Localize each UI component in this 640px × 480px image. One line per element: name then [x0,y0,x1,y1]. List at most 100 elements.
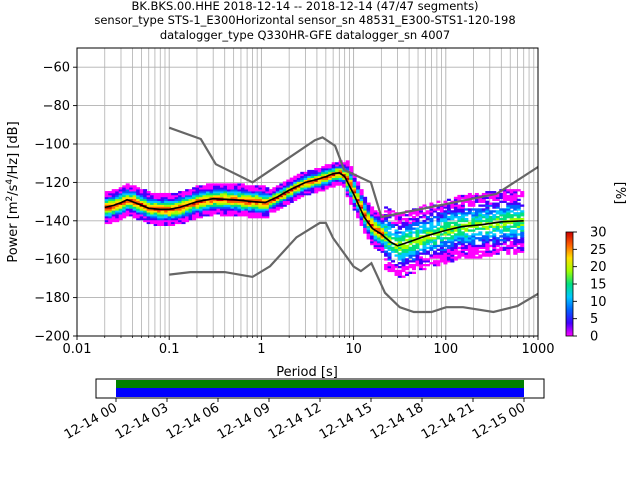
psd-density-cell [254,216,259,219]
psd-density-cell [398,231,403,234]
psd-density-cell [286,198,291,202]
psd-density-cell [439,219,444,223]
psd-density-cell [425,260,430,263]
psd-density-cell [471,239,476,242]
psd-density-cell [471,229,476,232]
psd-density-cell [317,169,322,173]
psd-density-cell [289,191,294,194]
psd-density-cell [478,212,483,215]
psd-density-cell [331,168,336,171]
psd-density-cell [516,225,521,228]
psd-density-cell [439,210,444,213]
psd-density-cell [363,223,368,226]
psd-density-cell [265,192,270,196]
psd-density-cell [136,204,141,207]
psd-density-cell [485,200,490,203]
psd-density-cell [226,194,231,198]
psd-density-cell [104,198,109,202]
psd-density-cell [499,217,504,221]
psd-density-cell [509,206,514,209]
psd-density-cell [310,177,315,180]
psd-density-cell [495,244,500,248]
psd-density-cell [314,185,319,188]
psd-density-cell [422,239,427,242]
psd-density-cell [516,250,521,253]
psd-density-cell [391,225,396,228]
psd-density-cell [509,225,514,228]
psd-density-cell [139,198,144,202]
psd-density-cell [356,187,361,190]
psd-density-cell [429,202,434,205]
psd-density-cell [495,225,500,228]
psd-density-cell [366,223,371,226]
psd-density-cell [310,171,315,175]
psd-density-cell [429,237,434,240]
psd-density-cell [122,202,127,205]
psd-density-cell [160,194,165,198]
psd-density-cell [331,166,336,169]
psd-density-cell [398,225,403,228]
psd-density-cell [513,206,518,209]
psd-density-cell [233,192,238,196]
psd-density-cell [366,227,371,230]
psd-density-cell [363,219,368,223]
psd-density-cell [160,216,165,219]
psd-density-cell [268,191,273,194]
psd-density-cell [181,212,186,215]
psd-density-cell [356,194,361,198]
psd-density-cell [153,202,158,205]
psd-density-cell [384,250,389,253]
psd-density-cell [387,221,392,225]
psd-density-cell [506,225,511,228]
psd-density-cell [453,246,458,250]
psd-density-cell [216,185,221,188]
psd-density-cell [405,248,410,251]
psd-density-cell [481,239,486,242]
psd-density-cell [464,235,469,238]
psd-density-cell [478,239,483,242]
psd-density-cell [160,212,165,215]
psd-density-cell [457,196,462,200]
psd-density-cell [171,217,176,221]
psd-density-cell [219,212,224,215]
psd-density-cell [391,237,396,240]
psd-density-cell [349,179,354,182]
psd-density-cell [212,187,217,190]
psd-density-cell [502,223,507,226]
psd-density-cell [261,196,266,200]
psd-density-cell [520,194,525,198]
psd-density-cell [125,189,130,192]
psd-density-cell [516,198,521,202]
psd-density-cell [286,181,291,184]
psd-density-cell [157,223,162,226]
psd-density-cell [460,239,465,242]
psd-density-cell [286,192,291,196]
psd-density-cell [460,231,465,234]
psd-density-cell [233,194,238,198]
psd-density-cell [188,194,193,198]
psd-density-cell [300,177,305,180]
psd-density-cell [132,187,137,190]
psd-density-cell [279,194,284,198]
psd-density-cell [429,262,434,265]
psd-density-cell [185,217,190,221]
psd-density-cell [457,208,462,211]
psd-density-cell [132,194,137,198]
psd-density-cell [195,187,200,190]
psd-density-cell [310,187,315,190]
psd-density-cell [398,273,403,276]
psd-density-cell [223,202,228,205]
psd-density-cell [226,206,231,209]
psd-density-cell [443,252,448,255]
psd-density-cell [282,196,287,200]
psd-density-cell [422,250,427,253]
psd-density-cell [150,212,155,215]
psd-density-cell [240,208,245,211]
psd-density-cell [429,219,434,223]
psd-density-cell [251,204,256,207]
psd-density-cell [328,175,333,178]
psd-density-cell [443,212,448,215]
psd-density-cell [272,194,277,198]
psd-density-cell [370,235,375,238]
psd-density-cell [516,204,521,207]
